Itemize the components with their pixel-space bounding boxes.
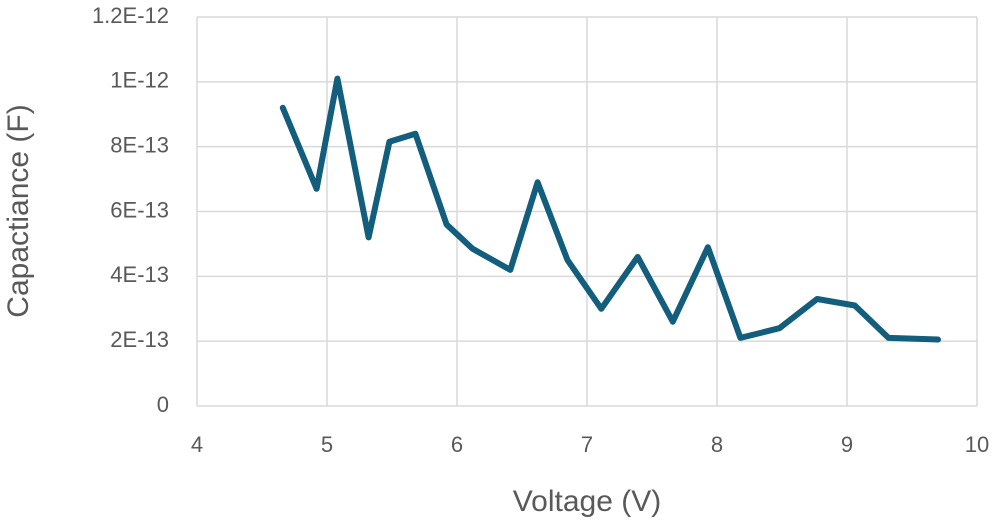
x-tick-label: 6: [451, 432, 463, 457]
y-axis-title: Capactiance (F): [2, 104, 35, 317]
y-tick-label: 1E-12: [110, 68, 169, 93]
x-tick-label: 10: [965, 432, 989, 457]
y-tick-label: 2E-13: [110, 327, 169, 352]
y-tick-label: 8E-13: [110, 132, 169, 157]
y-tick-label: 4E-13: [110, 262, 169, 287]
data-line: [279, 75, 941, 343]
x-tick-label: 5: [321, 432, 333, 457]
x-tick-label: 8: [711, 432, 723, 457]
x-tick-label: 9: [841, 432, 853, 457]
y-tick-label: 1.2E-12: [92, 3, 169, 28]
y-tick-label: 0: [157, 392, 169, 417]
x-tick-label: 7: [581, 432, 593, 457]
x-axis-title: Voltage (V): [513, 485, 661, 518]
y-tick-label: 6E-13: [110, 197, 169, 222]
x-tick-label: 4: [191, 432, 203, 457]
